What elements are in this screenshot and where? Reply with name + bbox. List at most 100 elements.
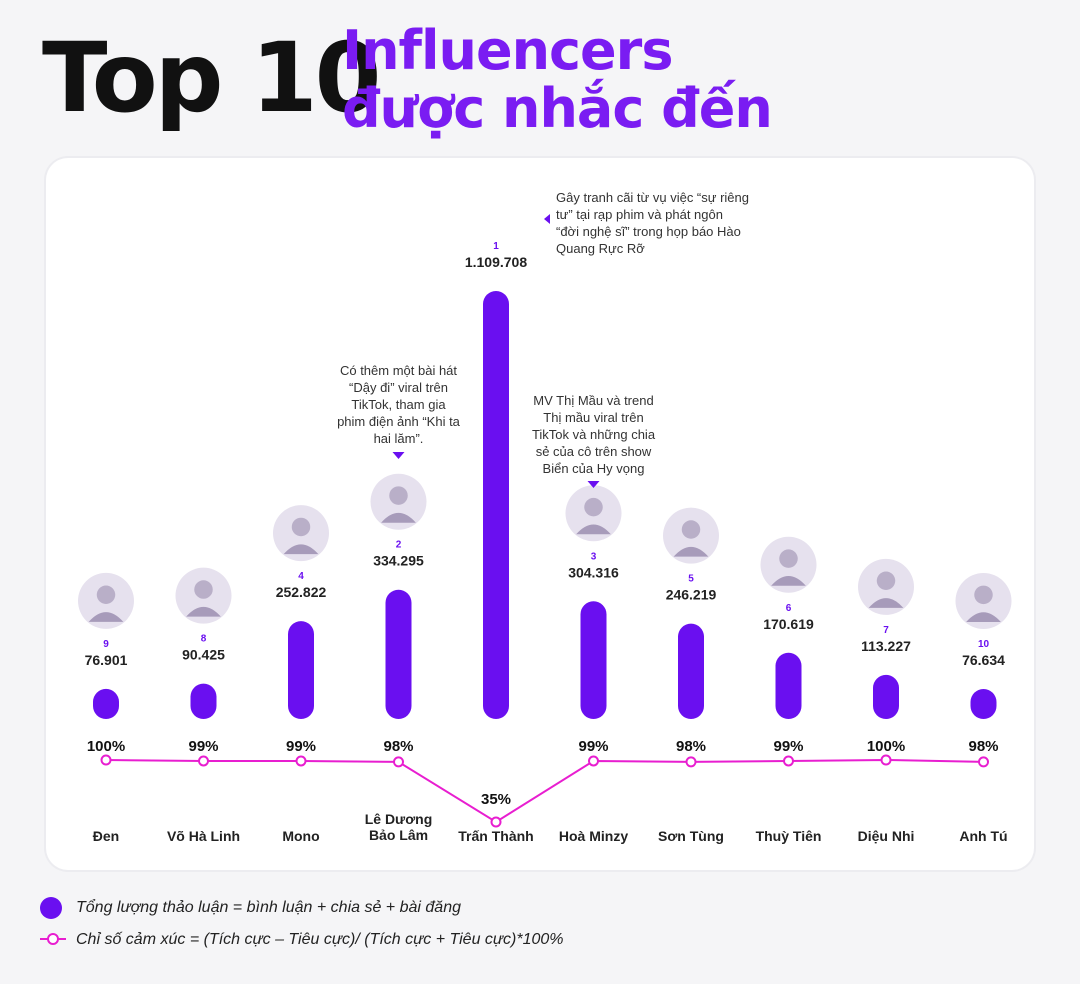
x-tick-label-8: Diệu Nhi — [858, 828, 915, 844]
bar-value-label-0: 76.901 — [85, 652, 128, 668]
annotation-bl-line-1: “Dậy đi” viral trên — [349, 380, 448, 395]
annotation-tt-line-1: tư” tại rạp phim và phát ngôn — [556, 207, 723, 222]
legend-line-label: Chỉ số cảm xúc = (Tích cực – Tiêu cực)/ … — [76, 931, 564, 948]
line-value-label-4: 35% — [481, 791, 511, 808]
avatar-head-1 — [194, 580, 213, 599]
annotation-bl-line-2: TikTok, tham gia — [351, 397, 446, 412]
line-point-9 — [978, 756, 989, 768]
bar-3 — [385, 589, 412, 719]
bar-6 — [678, 623, 704, 719]
annotation-hm-line-3: sẻ của cô trên show — [536, 444, 652, 459]
x-tick-label-4: Trấn Thành — [458, 828, 533, 844]
avatar-head-2 — [291, 517, 311, 537]
bar-value-label-6: 246.219 — [666, 587, 717, 603]
bar-8 — [873, 674, 899, 719]
bar-value-label-4: 1.109.708 — [465, 254, 527, 270]
avatar-head-7 — [779, 549, 798, 568]
bar-value-label-1: 90.425 — [182, 647, 225, 663]
title-mentioned: được nhắc đến — [342, 77, 773, 140]
annotation-tt-line-2: “đời nghệ sĩ” trong họp báo Hào — [556, 224, 741, 239]
annotation-hm-pointer — [587, 481, 600, 488]
rank-label-3: 2 — [396, 540, 402, 551]
line-point-8 — [880, 754, 892, 766]
bar-value-label-3: 334.295 — [373, 553, 424, 569]
avatar-head-6 — [681, 520, 701, 539]
rank-label-9: 10 — [978, 639, 990, 650]
bar-value-label-9: 76.634 — [962, 652, 1005, 668]
line-point-2 — [295, 755, 307, 767]
annotation-tt-line-0: Gây tranh cãi từ vụ việc “sự riêng — [556, 190, 749, 205]
avatar-body-1 — [186, 606, 221, 617]
line-point-7 — [783, 755, 794, 767]
legend-bar-swatch — [40, 897, 62, 919]
rank-label-8: 7 — [883, 625, 889, 636]
line-point-5 — [588, 755, 599, 767]
x-tick-label-3-0: Lê Dương — [365, 811, 433, 827]
line-value-label-9: 98% — [968, 738, 998, 755]
chart-card: 76.901 9 100% Đen 90.425 8 99% Võ Hà Linh 252.82… — [46, 158, 1034, 870]
rank-label-5: 3 — [591, 551, 597, 562]
bar-value-label-8: 113.227 — [861, 638, 911, 654]
rank-label-4: 1 — [493, 241, 499, 252]
bar-9 — [970, 689, 997, 719]
bar-5 — [580, 601, 607, 719]
annotation-bl-line-4: hai lăm”. — [374, 431, 424, 446]
legend-bar-label: Tổng lượng thảo luận = bình luận + chia … — [76, 899, 461, 916]
rank-label-7: 6 — [786, 603, 792, 614]
annotation-bl-line-3: phim điện ảnh “Khi ta — [337, 414, 461, 429]
bar-value-label-7: 170.619 — [763, 616, 814, 632]
title-top10: Top 10 — [42, 22, 381, 134]
sentiment-line — [105, 758, 984, 824]
annotation-hm-line-1: Thị mầu viral trên — [543, 410, 643, 425]
line-point-4 — [490, 816, 502, 828]
rank-label-2: 4 — [298, 571, 304, 582]
legend-line-swatch — [40, 933, 66, 945]
line-value-label-6: 98% — [676, 738, 706, 755]
annotation-bl-pointer — [392, 452, 405, 459]
avatar-head-9 — [974, 585, 993, 605]
title-influencers: Influencers — [342, 19, 673, 82]
rank-label-6: 5 — [688, 574, 694, 585]
chart-svg: 76.901 9 100% Đen 90.425 8 99% Võ Hà Linh 252.82… — [78, 190, 1012, 844]
line-point-1 — [198, 755, 209, 767]
annotation-tt-pointer — [544, 214, 550, 224]
rank-label-1: 8 — [201, 634, 207, 645]
x-tick-label-3-1: Bảo Lâm — [369, 827, 428, 843]
bar-value-label-5: 304.316 — [568, 564, 619, 580]
annotation-hm-line-0: MV Thị Mầu và trend — [533, 393, 653, 408]
line-value-label-7: 99% — [773, 738, 803, 755]
avatar-body-3 — [381, 512, 416, 523]
line-value-label-3: 98% — [383, 738, 413, 755]
annotation-hm-line-2: TikTok và những chia — [532, 427, 656, 442]
rank-label-0: 9 — [103, 639, 109, 650]
x-tick-label-7: Thuỳ Tiên — [756, 828, 822, 844]
annotation-bl-line-0: Có thêm một bài hát — [340, 363, 457, 378]
avatar-body-7 — [771, 575, 806, 586]
x-tick-label-1: Võ Hà Linh — [167, 828, 240, 844]
line-point-6 — [685, 756, 697, 768]
x-tick-label-2: Mono — [282, 828, 319, 844]
avatar-body-9 — [966, 612, 1001, 622]
bar-value-label-2: 252.822 — [276, 584, 327, 600]
x-tick-label-9: Anh Tú — [959, 828, 1007, 844]
avatar-body-6 — [673, 546, 709, 557]
line-point-0 — [100, 754, 112, 766]
x-tick-label-6: Sơn Tùng — [658, 828, 724, 844]
annotation-tt-line-3: Quang Rực Rỡ — [556, 241, 645, 256]
x-tick-label-5: Hoà Minzy — [559, 828, 628, 844]
avatar-head-0 — [96, 585, 116, 604]
annotation-hm-line-4: Biển của Hy vọng — [543, 461, 645, 476]
avatar-body-5 — [576, 524, 611, 535]
x-tick-label-0: Đen — [93, 828, 119, 844]
line-value-label-8: 100% — [867, 738, 905, 755]
bar-2 — [288, 621, 314, 719]
bar-0 — [93, 688, 119, 719]
bar-4 — [483, 291, 509, 719]
line-value-label-0: 100% — [87, 738, 125, 755]
avatar-head-5 — [584, 497, 603, 517]
avatar-body-8 — [868, 598, 904, 608]
bar-7 — [775, 652, 802, 719]
avatar-head-8 — [876, 571, 896, 590]
line-value-label-1: 99% — [188, 738, 218, 755]
avatar-head-3 — [389, 486, 408, 505]
